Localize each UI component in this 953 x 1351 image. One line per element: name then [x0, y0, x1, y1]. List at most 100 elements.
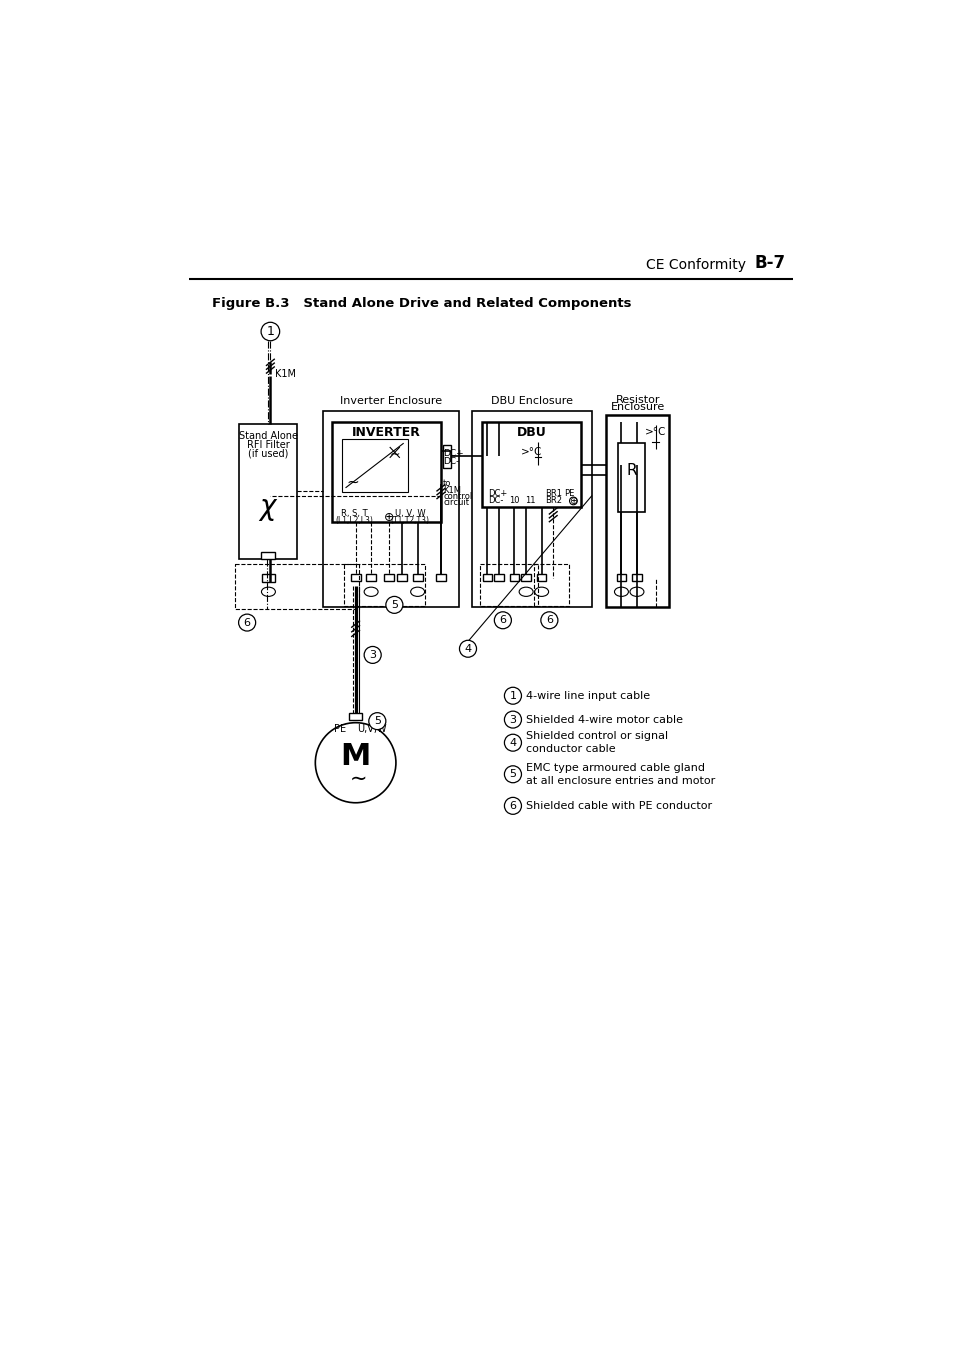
Bar	[482, 574, 492, 581]
Bar	[332, 423, 440, 523]
Text: 6: 6	[498, 615, 506, 626]
Bar	[383, 574, 394, 581]
Bar	[617, 443, 645, 512]
Circle shape	[504, 711, 521, 728]
Text: >°C: >°C	[520, 447, 541, 457]
Bar	[323, 411, 458, 607]
Bar	[341, 439, 407, 492]
Bar	[344, 565, 425, 607]
Text: 4-wire line input cable: 4-wire line input cable	[525, 690, 650, 701]
Text: $\chi$: $\chi$	[258, 494, 278, 523]
Text: PE: PE	[563, 489, 574, 497]
Text: DC+: DC+	[443, 449, 463, 458]
Circle shape	[369, 713, 385, 730]
Text: DBU: DBU	[517, 426, 546, 439]
Circle shape	[385, 596, 402, 613]
Text: 5: 5	[391, 600, 397, 609]
Bar	[412, 574, 422, 581]
Bar	[605, 415, 669, 607]
Circle shape	[504, 688, 521, 704]
Text: circuit: circuit	[443, 499, 469, 507]
Text: INVERTER: INVERTER	[352, 426, 420, 439]
Text: K1M: K1M	[274, 369, 295, 378]
Text: Enclosure: Enclosure	[610, 403, 664, 412]
Bar	[366, 574, 375, 581]
Text: $\sim$: $\sim$	[344, 473, 360, 489]
Text: $\sim$: $\sim$	[345, 769, 366, 788]
Text: 4: 4	[509, 738, 516, 747]
Text: M: M	[340, 742, 371, 771]
Text: $\oplus$: $\oplus$	[382, 511, 394, 524]
Text: 5: 5	[374, 716, 380, 725]
Text: 11: 11	[524, 496, 535, 505]
Circle shape	[494, 612, 511, 628]
Circle shape	[569, 497, 577, 505]
Text: DC-: DC-	[488, 496, 503, 505]
Text: 1: 1	[509, 690, 516, 701]
Text: $\oplus$: $\oplus$	[568, 496, 578, 507]
Text: RFI Filter: RFI Filter	[247, 439, 290, 450]
Text: 6: 6	[243, 617, 251, 628]
Text: Stand Alone: Stand Alone	[238, 431, 297, 442]
Text: PE: PE	[334, 724, 346, 734]
Text: U, V, W: U, V, W	[395, 509, 425, 517]
Bar	[436, 574, 445, 581]
Text: 4: 4	[464, 644, 471, 654]
Circle shape	[315, 723, 395, 802]
Text: U,V,W: U,V,W	[356, 724, 386, 734]
Bar	[494, 574, 503, 581]
Text: control: control	[443, 492, 472, 501]
Text: 6: 6	[545, 615, 553, 626]
Text: Shielded cable with PE conductor: Shielded cable with PE conductor	[525, 801, 712, 811]
Text: (T1,T2,T3): (T1,T2,T3)	[390, 516, 429, 524]
Text: (if used): (if used)	[248, 449, 289, 458]
Bar	[534, 565, 568, 607]
Circle shape	[504, 797, 521, 815]
Circle shape	[504, 766, 521, 782]
Circle shape	[504, 734, 521, 751]
Text: >°C: >°C	[644, 427, 665, 436]
Bar	[396, 574, 407, 581]
Text: 6: 6	[509, 801, 516, 811]
Bar	[350, 574, 360, 581]
Bar	[509, 574, 518, 581]
Text: $\sim$: $\sim$	[386, 447, 400, 459]
Circle shape	[261, 323, 279, 340]
Text: 1: 1	[266, 326, 274, 338]
Bar	[521, 574, 530, 581]
Text: DC-: DC-	[443, 457, 459, 466]
Bar	[235, 565, 359, 609]
Text: K1M: K1M	[443, 485, 460, 494]
Text: CE Conformity: CE Conformity	[645, 258, 745, 273]
Text: Shielded 4-wire motor cable: Shielded 4-wire motor cable	[525, 715, 682, 724]
Bar	[261, 551, 275, 559]
Bar	[537, 574, 546, 581]
Bar	[349, 713, 361, 720]
Bar	[479, 565, 537, 607]
Text: (L1,L2,L3): (L1,L2,L3)	[335, 516, 373, 524]
Circle shape	[540, 612, 558, 628]
Text: DC+: DC+	[488, 489, 507, 497]
Bar	[239, 424, 297, 559]
Text: 3: 3	[369, 650, 375, 659]
Text: BR1: BR1	[545, 489, 562, 497]
Bar	[481, 423, 580, 507]
Text: Resistor: Resistor	[615, 394, 659, 405]
Text: 10: 10	[509, 496, 519, 505]
Text: B-7: B-7	[754, 254, 785, 273]
Circle shape	[459, 640, 476, 657]
Circle shape	[238, 615, 255, 631]
Circle shape	[364, 646, 381, 663]
Bar	[472, 411, 592, 607]
Bar	[617, 574, 625, 581]
Text: Inverter Enclosure: Inverter Enclosure	[339, 396, 441, 407]
Text: EMC type armoured cable gland
at all enclosure entries and motor: EMC type armoured cable gland at all enc…	[525, 763, 715, 786]
Text: to: to	[443, 480, 451, 489]
Text: DBU Enclosure: DBU Enclosure	[491, 396, 573, 407]
Text: 5: 5	[509, 769, 516, 780]
Text: Figure B.3   Stand Alone Drive and Related Components: Figure B.3 Stand Alone Drive and Related…	[212, 297, 631, 311]
Bar	[443, 444, 451, 467]
Bar	[632, 574, 641, 581]
Bar	[262, 574, 274, 582]
Text: Shielded control or signal
conductor cable: Shielded control or signal conductor cab…	[525, 731, 667, 754]
